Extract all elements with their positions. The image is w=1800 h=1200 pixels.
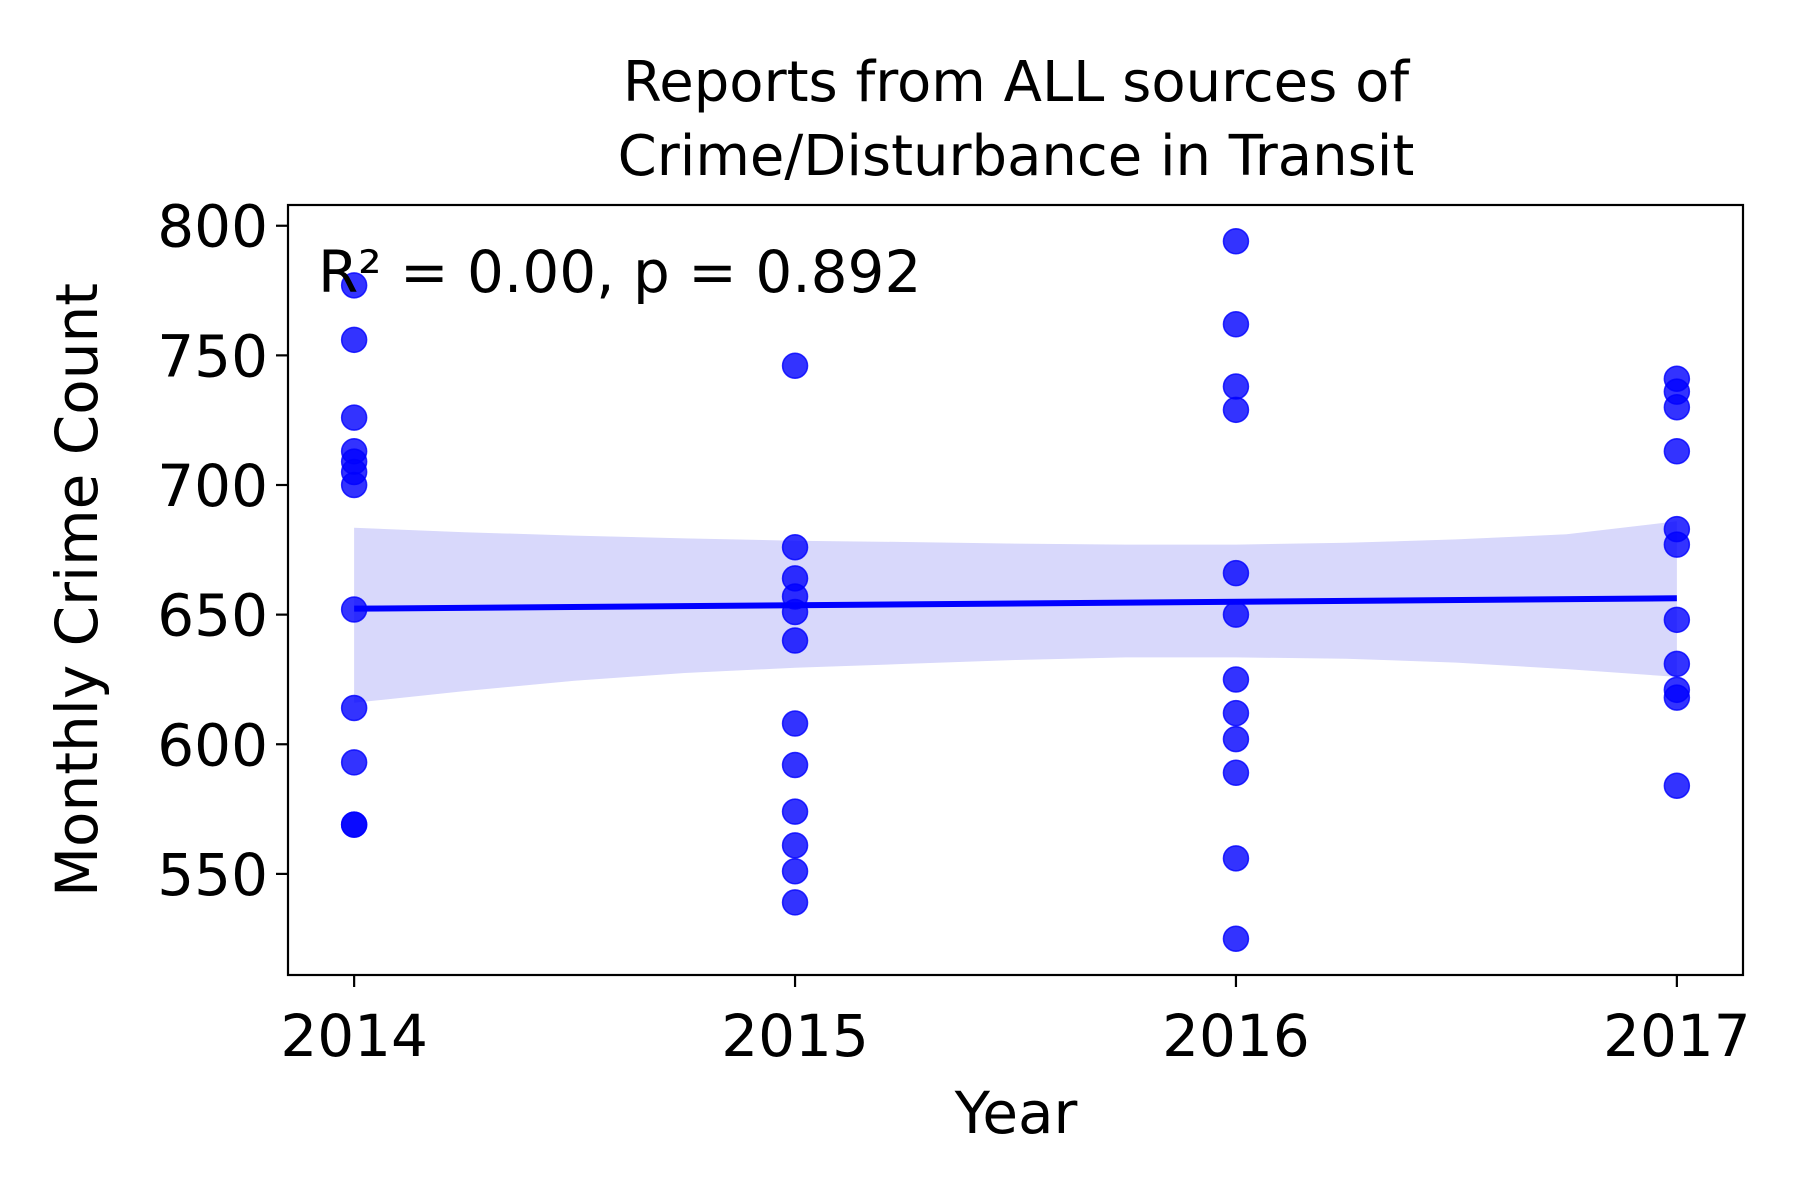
data-point — [781, 798, 809, 825]
y-tick-label: 750 — [157, 322, 268, 390]
data-point — [1663, 650, 1691, 678]
data-point — [1663, 606, 1691, 634]
y-tick-label: 600 — [157, 711, 268, 779]
confidence-band-layer — [354, 521, 1677, 703]
data-point — [1663, 393, 1691, 421]
data-point — [1222, 845, 1250, 872]
data-point — [1222, 373, 1250, 400]
data-point — [340, 471, 368, 499]
data-point — [1222, 925, 1250, 952]
y-axis-label: Monthly Crime Count — [43, 283, 111, 897]
data-point — [781, 352, 809, 379]
data-points-layer — [340, 228, 1691, 952]
x-axis: 2014 2015 2016 2017 — [280, 975, 1751, 1070]
data-point — [340, 694, 368, 722]
data-point — [340, 749, 368, 776]
data-point — [1222, 601, 1250, 628]
x-tick-label: 2014 — [280, 1002, 428, 1070]
data-point — [1663, 684, 1691, 711]
data-point — [1222, 666, 1250, 693]
regression-line — [354, 595, 1677, 612]
data-point — [1222, 228, 1250, 255]
x-tick-label: 2016 — [1162, 1002, 1310, 1070]
data-point — [340, 404, 368, 431]
chart-title-line-1: Reports from ALL sources of — [623, 50, 1410, 115]
data-point — [1222, 311, 1250, 338]
data-point — [781, 598, 809, 626]
y-tick-label: 550 — [157, 841, 268, 909]
data-point — [340, 272, 368, 299]
y-tick-label: 800 — [157, 193, 268, 261]
data-point — [1222, 699, 1250, 727]
data-point — [1222, 559, 1250, 587]
x-tick-label: 2017 — [1603, 1002, 1751, 1070]
x-tick-label: 2015 — [721, 1002, 869, 1070]
data-point — [781, 858, 809, 885]
plot-frame — [286, 203, 1745, 977]
data-point — [781, 889, 809, 916]
data-point — [340, 811, 368, 838]
data-point — [781, 627, 809, 654]
data-point — [781, 533, 809, 561]
regression-line-layer — [354, 595, 1677, 612]
data-point — [1663, 438, 1691, 465]
data-point — [340, 596, 368, 623]
data-point — [340, 326, 368, 354]
y-axis: 550 600 650 700 750 800 — [157, 193, 288, 909]
data-point — [781, 832, 809, 859]
data-point — [1663, 531, 1691, 558]
data-point — [1222, 396, 1250, 424]
data-point — [1663, 772, 1691, 799]
chart-title: Reports from ALL sources of Crime/Distur… — [618, 50, 1415, 189]
data-point — [1222, 759, 1250, 787]
chart-title-line-2: Crime/Disturbance in Transit — [618, 124, 1415, 189]
regression-annotation: R² = 0.00, p = 0.892 — [318, 238, 921, 306]
y-tick-label: 700 — [157, 452, 268, 520]
y-tick-label: 650 — [157, 582, 268, 650]
data-point — [781, 710, 809, 737]
data-point — [1222, 725, 1250, 753]
x-axis-label: Year — [954, 1079, 1078, 1147]
confidence-band — [354, 521, 1677, 703]
data-point — [781, 751, 809, 779]
